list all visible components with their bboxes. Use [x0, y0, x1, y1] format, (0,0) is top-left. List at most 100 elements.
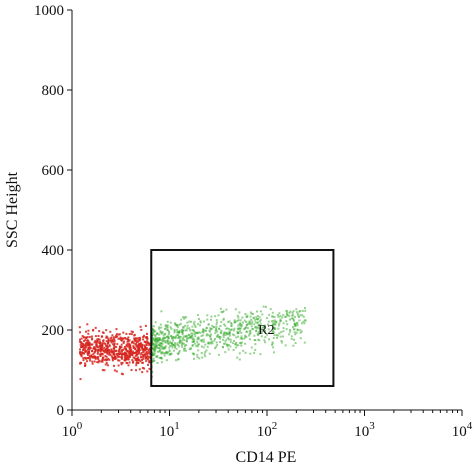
data-point	[117, 355, 120, 358]
data-point	[214, 337, 216, 340]
data-point	[99, 342, 102, 345]
data-point	[137, 356, 140, 359]
data-point	[136, 350, 139, 353]
data-point	[106, 352, 109, 355]
data-point	[299, 314, 302, 317]
data-point	[194, 335, 197, 338]
data-point	[113, 345, 116, 348]
data-point	[184, 335, 187, 338]
data-point	[137, 362, 140, 364]
data-point	[181, 338, 184, 340]
data-point	[178, 336, 181, 339]
data-point	[191, 352, 194, 355]
data-point	[294, 342, 297, 344]
data-point	[239, 322, 242, 325]
data-point	[111, 359, 114, 362]
data-point	[166, 325, 169, 328]
data-point	[95, 341, 98, 344]
data-point	[282, 322, 285, 325]
data-point	[164, 340, 167, 342]
data-point	[245, 324, 248, 327]
data-point	[96, 351, 99, 354]
data-point	[91, 343, 94, 346]
data-point	[250, 346, 253, 349]
data-point	[160, 361, 163, 364]
data-point	[185, 329, 188, 332]
data-point	[239, 327, 242, 330]
data-point	[252, 317, 255, 320]
data-point	[209, 335, 212, 338]
data-point	[155, 355, 157, 358]
data-point	[105, 335, 108, 338]
data-point	[108, 351, 111, 354]
data-point	[296, 324, 299, 327]
data-point	[191, 338, 194, 341]
data-point	[95, 356, 98, 359]
data-point	[144, 352, 147, 355]
data-point	[108, 349, 111, 352]
data-point	[160, 352, 163, 355]
data-point	[183, 339, 186, 341]
data-point	[92, 328, 95, 331]
data-point	[190, 334, 193, 337]
data-point	[79, 338, 81, 341]
data-point	[147, 349, 150, 352]
data-point	[137, 346, 140, 349]
data-point	[253, 334, 256, 337]
data-point	[222, 338, 225, 341]
data-point	[139, 338, 142, 341]
data-point	[145, 336, 148, 338]
data-point	[117, 337, 120, 340]
data-point	[135, 364, 138, 367]
data-point	[124, 348, 127, 351]
data-point	[275, 334, 278, 337]
data-point	[84, 348, 87, 351]
data-point	[240, 342, 242, 345]
data-point	[173, 329, 176, 332]
data-point	[241, 338, 244, 341]
data-point	[235, 346, 238, 349]
data-point	[244, 334, 247, 337]
data-point	[105, 340, 108, 343]
data-point	[256, 334, 259, 336]
data-point	[273, 316, 276, 319]
data-point	[147, 356, 150, 359]
data-point	[259, 328, 262, 331]
data-point	[215, 341, 218, 344]
data-point	[292, 326, 295, 328]
data-point	[205, 334, 208, 337]
data-point	[154, 335, 157, 338]
data-point	[178, 341, 181, 344]
data-point	[304, 319, 307, 322]
data-point	[206, 318, 209, 321]
data-point	[105, 347, 108, 350]
data-point	[177, 358, 180, 360]
data-point	[200, 352, 203, 354]
data-point	[123, 337, 126, 339]
data-point	[130, 350, 133, 353]
data-point	[191, 340, 194, 343]
data-point	[225, 333, 228, 336]
data-point	[271, 331, 274, 334]
data-point	[179, 322, 182, 325]
data-point	[200, 345, 203, 348]
data-point	[161, 332, 164, 335]
data-point	[180, 318, 183, 321]
data-point	[128, 346, 131, 349]
data-point	[119, 336, 122, 339]
data-point	[113, 369, 116, 372]
data-point	[241, 316, 244, 319]
data-point	[169, 341, 172, 344]
data-point	[95, 345, 98, 348]
data-point	[120, 356, 123, 359]
data-point	[198, 343, 200, 346]
data-point	[141, 343, 144, 346]
data-point	[152, 359, 155, 362]
data-point	[164, 325, 167, 327]
data-point	[239, 337, 242, 340]
data-point	[120, 372, 123, 375]
data-point	[94, 347, 97, 350]
data-point	[278, 332, 281, 335]
data-point	[219, 331, 222, 334]
data-point	[88, 335, 91, 338]
